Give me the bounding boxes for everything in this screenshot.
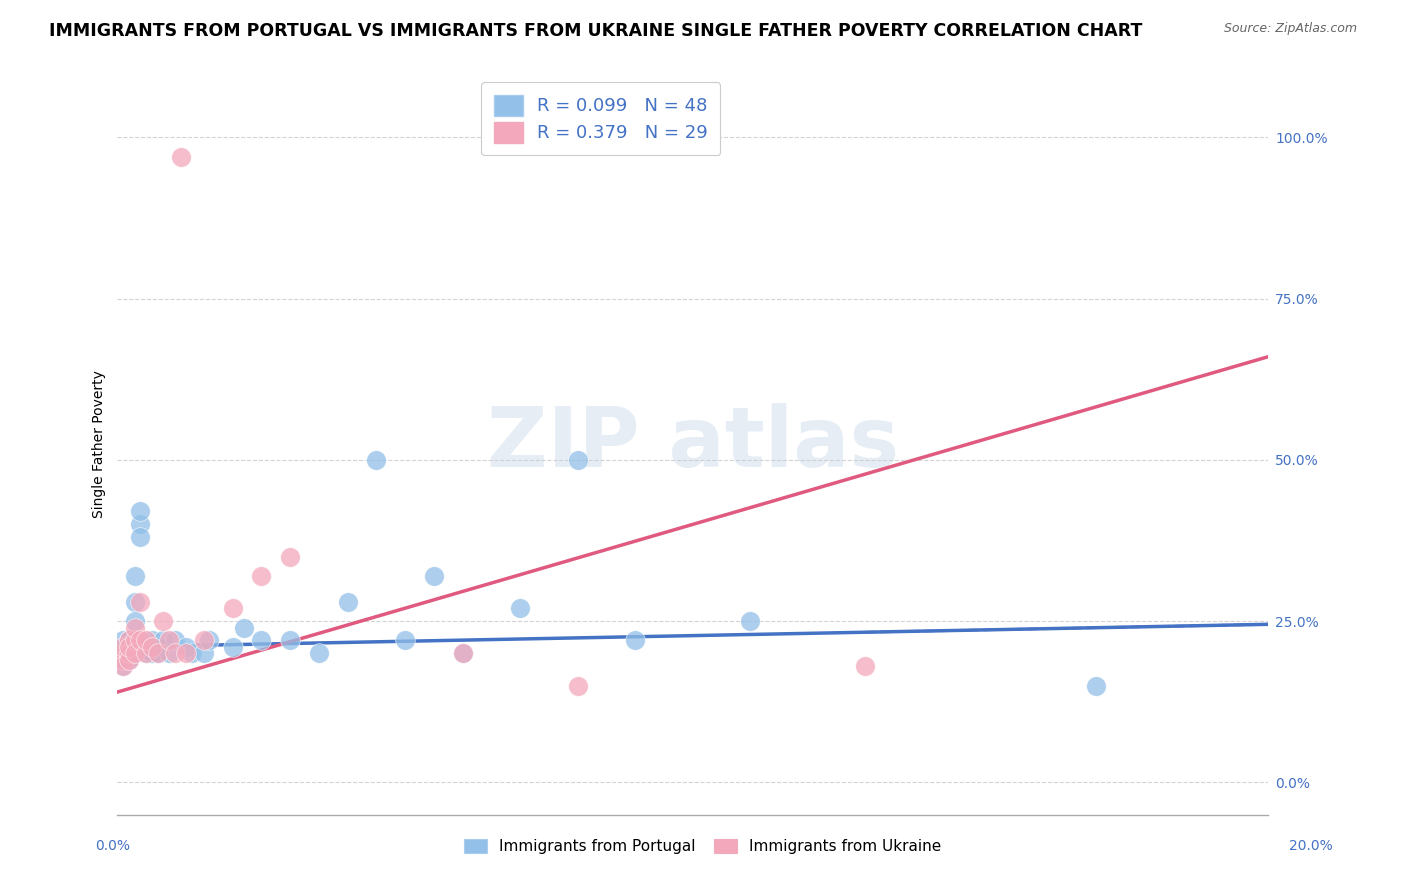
Point bbox=[118, 653, 141, 667]
Point bbox=[152, 614, 174, 628]
Point bbox=[124, 633, 146, 648]
Point bbox=[124, 646, 146, 660]
Point bbox=[193, 633, 215, 648]
Point bbox=[118, 640, 141, 654]
Point bbox=[366, 453, 388, 467]
Point bbox=[163, 646, 186, 660]
Point bbox=[250, 633, 273, 648]
Y-axis label: Single Father Poverty: Single Father Poverty bbox=[93, 370, 107, 517]
Point bbox=[198, 633, 221, 648]
Text: 20.0%: 20.0% bbox=[1289, 838, 1333, 853]
Point bbox=[451, 646, 474, 660]
Point bbox=[157, 646, 180, 660]
Text: Source: ZipAtlas.com: Source: ZipAtlas.com bbox=[1223, 22, 1357, 36]
Point bbox=[112, 653, 135, 667]
Point bbox=[112, 646, 135, 660]
Point bbox=[129, 517, 152, 532]
Point bbox=[112, 646, 135, 660]
Legend: R = 0.099   N = 48, R = 0.379   N = 29: R = 0.099 N = 48, R = 0.379 N = 29 bbox=[481, 82, 720, 155]
Point bbox=[129, 595, 152, 609]
Point bbox=[141, 646, 163, 660]
Point bbox=[146, 646, 169, 660]
Point bbox=[112, 640, 135, 654]
Point bbox=[118, 640, 141, 654]
Point bbox=[118, 633, 141, 648]
Point bbox=[624, 633, 647, 648]
Point bbox=[118, 646, 141, 660]
Point bbox=[129, 633, 152, 648]
Point bbox=[124, 614, 146, 628]
Point bbox=[855, 659, 877, 673]
Point bbox=[423, 569, 446, 583]
Point bbox=[118, 646, 141, 660]
Point bbox=[146, 640, 169, 654]
Point bbox=[509, 601, 531, 615]
Point bbox=[135, 646, 157, 660]
Point bbox=[118, 646, 141, 660]
Point bbox=[567, 453, 589, 467]
Point bbox=[124, 633, 146, 648]
Point bbox=[124, 621, 146, 635]
Point bbox=[193, 646, 215, 660]
Point bbox=[135, 633, 157, 648]
Point bbox=[278, 633, 301, 648]
Point bbox=[146, 646, 169, 660]
Text: 0.0%: 0.0% bbox=[96, 838, 131, 853]
Point bbox=[141, 633, 163, 648]
Point bbox=[394, 633, 416, 648]
Point bbox=[141, 640, 163, 654]
Point bbox=[118, 633, 141, 648]
Point bbox=[152, 633, 174, 648]
Point bbox=[112, 633, 135, 648]
Point bbox=[221, 640, 243, 654]
Point bbox=[567, 679, 589, 693]
Point bbox=[135, 640, 157, 654]
Point bbox=[451, 646, 474, 660]
Point bbox=[740, 614, 762, 628]
Legend: Immigrants from Portugal, Immigrants from Ukraine: Immigrants from Portugal, Immigrants fro… bbox=[457, 831, 949, 862]
Point bbox=[118, 653, 141, 667]
Text: IMMIGRANTS FROM PORTUGAL VS IMMIGRANTS FROM UKRAINE SINGLE FATHER POVERTY CORREL: IMMIGRANTS FROM PORTUGAL VS IMMIGRANTS F… bbox=[49, 22, 1143, 40]
Point bbox=[176, 646, 198, 660]
Point bbox=[124, 569, 146, 583]
Point bbox=[233, 621, 256, 635]
Point bbox=[308, 646, 330, 660]
Point bbox=[124, 595, 146, 609]
Point bbox=[112, 640, 135, 654]
Point bbox=[278, 549, 301, 564]
Point bbox=[129, 530, 152, 544]
Point bbox=[336, 595, 359, 609]
Point bbox=[170, 150, 193, 164]
Point bbox=[163, 633, 186, 648]
Point bbox=[112, 659, 135, 673]
Point bbox=[112, 653, 135, 667]
Point bbox=[176, 640, 198, 654]
Point bbox=[1084, 679, 1107, 693]
Point bbox=[129, 633, 152, 648]
Point bbox=[129, 504, 152, 518]
Point bbox=[181, 646, 204, 660]
Point bbox=[157, 633, 180, 648]
Point bbox=[112, 653, 135, 667]
Point bbox=[250, 569, 273, 583]
Point bbox=[135, 646, 157, 660]
Point bbox=[112, 646, 135, 660]
Text: ZIP atlas: ZIP atlas bbox=[486, 403, 898, 484]
Point bbox=[221, 601, 243, 615]
Point bbox=[112, 659, 135, 673]
